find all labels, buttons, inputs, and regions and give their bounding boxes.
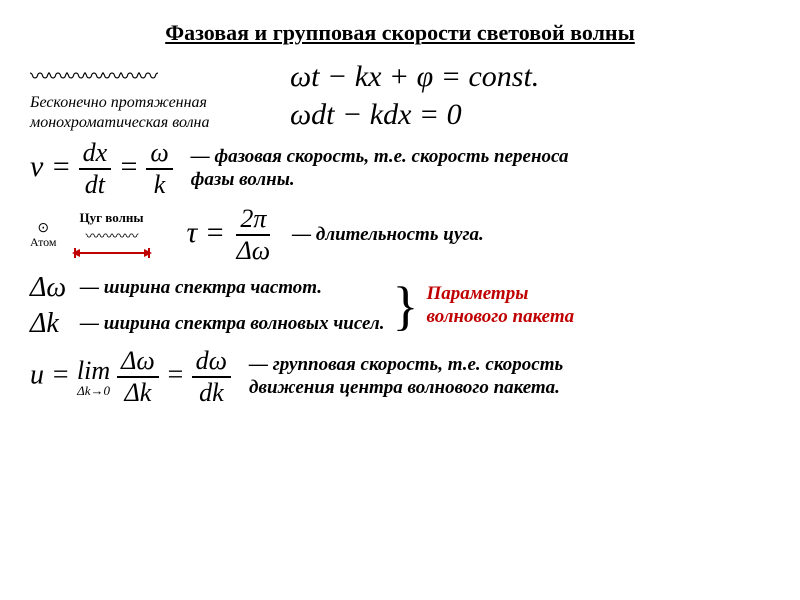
sym-delta-k: Δk [30, 308, 80, 340]
label-dw: — ширина спектра частот. [80, 277, 322, 300]
eq-group-velocity: u = limΔk→0 ΔωΔk = dωdk [30, 348, 231, 406]
label-tau: — длительность цуга. [292, 224, 484, 247]
eq-const-1: ωt − kx + φ = const. [290, 60, 539, 94]
row-packet-params: Δω — ширина спектра частот. Δk — ширина … [30, 272, 770, 340]
double-arrow-icon [72, 247, 152, 259]
wave-caption-1: Бесконечно протяженная [30, 93, 260, 112]
eq-phase-velocity: v = dxdt = ωk [30, 140, 173, 198]
label-group: — групповая скорость, т.е. скорость движ… [249, 354, 629, 400]
sym-delta-omega: Δω [30, 272, 80, 304]
row-wave-const: 〰〰〰〰〰〰〰 Бесконечно протяженная монохрома… [30, 60, 770, 132]
label-packet-params: Параметры волнового пакета [426, 283, 574, 329]
row-tau: ⊙ Атом Цуг волны 〰〰〰〰 τ = 2πΔω — длитель… [30, 206, 770, 264]
wave-caption-2: монохроматическая волна [30, 113, 260, 132]
wave-squiggle: 〰〰〰〰〰〰〰 [30, 60, 260, 89]
zug-block: Цуг волны 〰〰〰〰 [72, 210, 152, 260]
label-dk: — ширина спектра волновых чисел. [80, 313, 385, 336]
atom-icon: ⊙ Атом [30, 221, 57, 250]
eq-tau: τ = 2πΔω [187, 206, 275, 264]
label-phase: — фазовая скорость, т.е. скорость перено… [191, 146, 611, 192]
eq-const-2: ωdt − kdx = 0 [290, 98, 462, 132]
page-title: Фазовая и групповая скорости световой во… [30, 20, 770, 46]
brace-icon: } [393, 282, 419, 331]
row-group-velocity: u = limΔk→0 ΔωΔk = dωdk — групповая скор… [30, 348, 770, 406]
row-phase-velocity: v = dxdt = ωk — фазовая скорость, т.е. с… [30, 140, 770, 198]
